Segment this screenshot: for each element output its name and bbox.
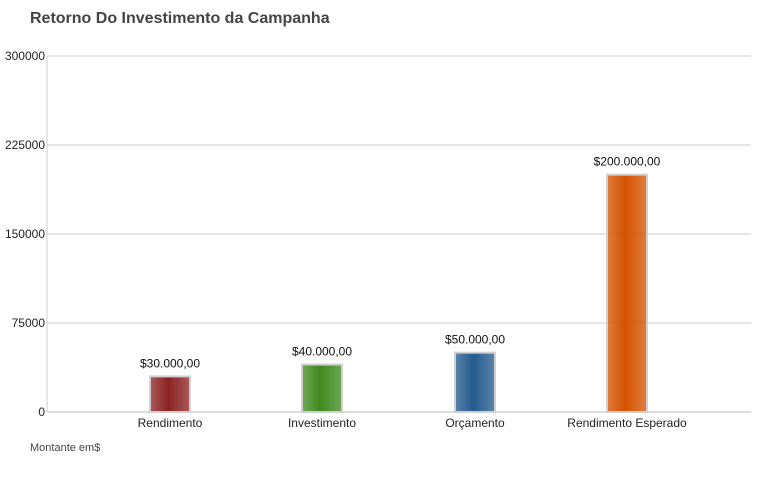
footnote: Montante em$ <box>30 442 101 454</box>
category-label: Rendimento Esperado <box>567 416 687 430</box>
y-tick-label: 0 <box>38 405 45 419</box>
bars <box>149 173 648 413</box>
chart-title: Retorno Do Investimento da Campanha <box>30 10 330 27</box>
y-tick-label: 75000 <box>12 316 46 330</box>
bar[interactable] <box>149 375 191 413</box>
category-label: Investimento <box>288 416 356 430</box>
bar[interactable] <box>606 173 648 413</box>
bar[interactable] <box>454 351 496 413</box>
bar[interactable] <box>301 363 343 413</box>
data-label: $50.000,00 <box>445 333 505 347</box>
data-label: $30.000,00 <box>140 356 200 370</box>
y-tick-label: 300000 <box>5 49 45 63</box>
data-label: $200.000,00 <box>594 155 661 169</box>
category-label: Rendimento <box>138 416 203 430</box>
category-label: Orçamento <box>445 416 505 430</box>
labels: 0 75000 150000 225000 300000 $30.000,00 Rendim… <box>5 49 687 430</box>
data-label: $40.000,00 <box>292 345 352 359</box>
y-tick-label: 225000 <box>5 138 45 152</box>
y-tick-label: 150000 <box>5 227 45 241</box>
